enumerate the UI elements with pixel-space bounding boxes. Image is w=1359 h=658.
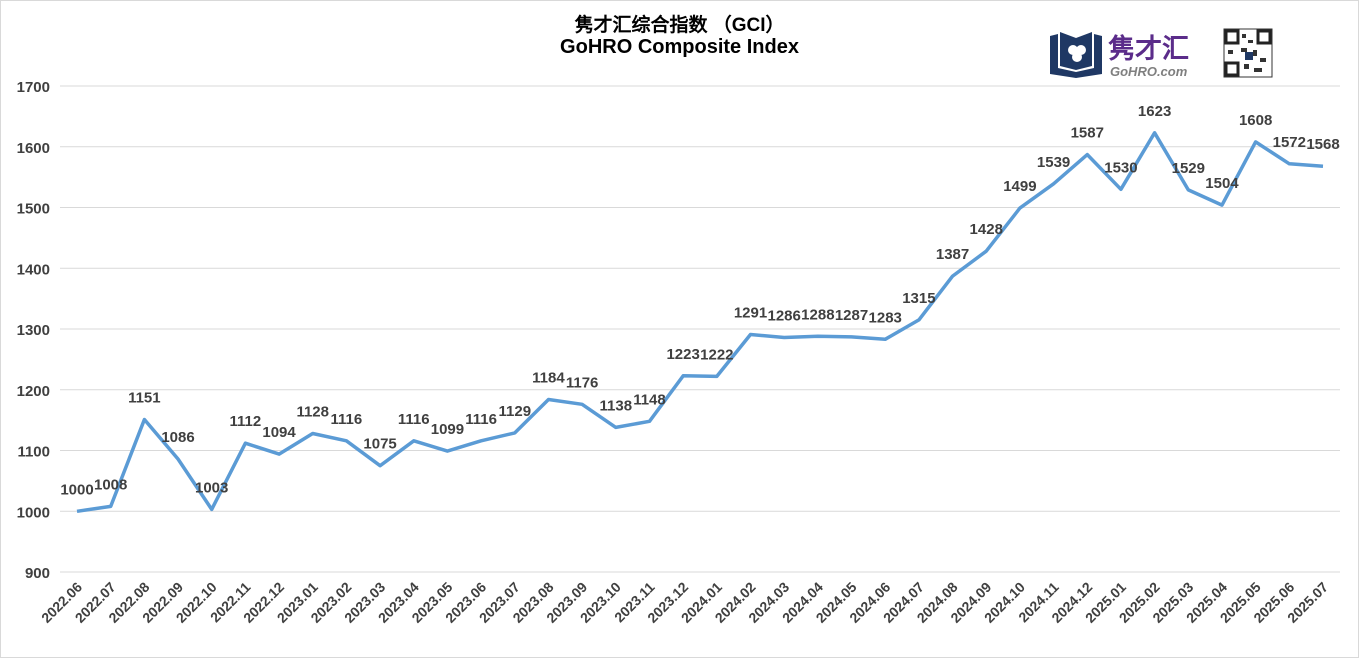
data-label: 1288 bbox=[801, 306, 834, 323]
data-label: 1287 bbox=[835, 307, 868, 324]
data-label: 1539 bbox=[1037, 154, 1070, 171]
data-label: 1128 bbox=[296, 403, 329, 420]
logo-brand-cn: 隽才汇 bbox=[1108, 33, 1189, 64]
data-label: 1428 bbox=[970, 221, 1003, 238]
data-label: 1116 bbox=[398, 411, 430, 428]
data-label: 1116 bbox=[331, 411, 363, 428]
data-label: 1003 bbox=[195, 479, 228, 496]
y-tick-label: 1500 bbox=[17, 201, 50, 218]
data-label: 1499 bbox=[1003, 178, 1036, 195]
y-tick-label: 1700 bbox=[17, 79, 50, 96]
data-label: 1504 bbox=[1205, 175, 1239, 192]
y-tick-label: 1200 bbox=[17, 383, 50, 400]
book-icon bbox=[1050, 32, 1102, 78]
y-tick-label: 1100 bbox=[17, 444, 50, 461]
chart-title-en: GoHRO Composite Index bbox=[560, 36, 799, 58]
data-label: 1572 bbox=[1273, 134, 1306, 151]
data-label: 1608 bbox=[1239, 112, 1272, 129]
data-label: 1112 bbox=[230, 413, 262, 430]
series-line bbox=[76, 131, 1324, 514]
data-label: 1587 bbox=[1071, 125, 1104, 142]
logo-brand-en: GoHRO.com bbox=[1110, 64, 1188, 79]
data-label: 1116 bbox=[465, 411, 497, 428]
data-label: 1387 bbox=[936, 246, 969, 263]
gohro-logo: 隽才汇 GoHRO.com bbox=[1050, 28, 1273, 79]
data-label: 1138 bbox=[600, 397, 633, 414]
data-label: 1184 bbox=[532, 369, 565, 386]
qr-code-icon bbox=[1223, 28, 1273, 78]
y-tick-label: 1000 bbox=[17, 504, 50, 521]
data-label: 1151 bbox=[128, 390, 161, 407]
data-label: 1530 bbox=[1104, 159, 1137, 176]
data-label: 1315 bbox=[902, 290, 935, 307]
data-label: 1094 bbox=[262, 424, 296, 441]
data-label: 1283 bbox=[869, 309, 902, 326]
data-label: 1008 bbox=[94, 476, 127, 493]
chart-title-cn: 隽才汇综合指数 （GCI） bbox=[574, 15, 785, 36]
data-label: 1129 bbox=[499, 403, 532, 420]
data-label: 1623 bbox=[1138, 103, 1171, 120]
data-label: 1529 bbox=[1172, 160, 1205, 177]
data-label: 1176 bbox=[566, 374, 599, 391]
data-label: 1099 bbox=[431, 421, 464, 438]
y-tick-label: 1300 bbox=[17, 322, 50, 339]
data-label: 1075 bbox=[363, 436, 396, 453]
y-tick-label: 900 bbox=[25, 565, 50, 582]
data-label: 1086 bbox=[161, 429, 194, 446]
y-tick-label: 1400 bbox=[17, 261, 50, 278]
data-label: 1148 bbox=[633, 391, 666, 408]
data-label: 1223 bbox=[666, 346, 699, 363]
data-label: 1568 bbox=[1306, 136, 1339, 153]
data-label: 1291 bbox=[734, 304, 767, 321]
data-label: 1286 bbox=[768, 308, 801, 325]
data-label: 1222 bbox=[700, 346, 733, 363]
y-tick-label: 1600 bbox=[17, 140, 50, 157]
data-label: 1000 bbox=[60, 481, 93, 498]
